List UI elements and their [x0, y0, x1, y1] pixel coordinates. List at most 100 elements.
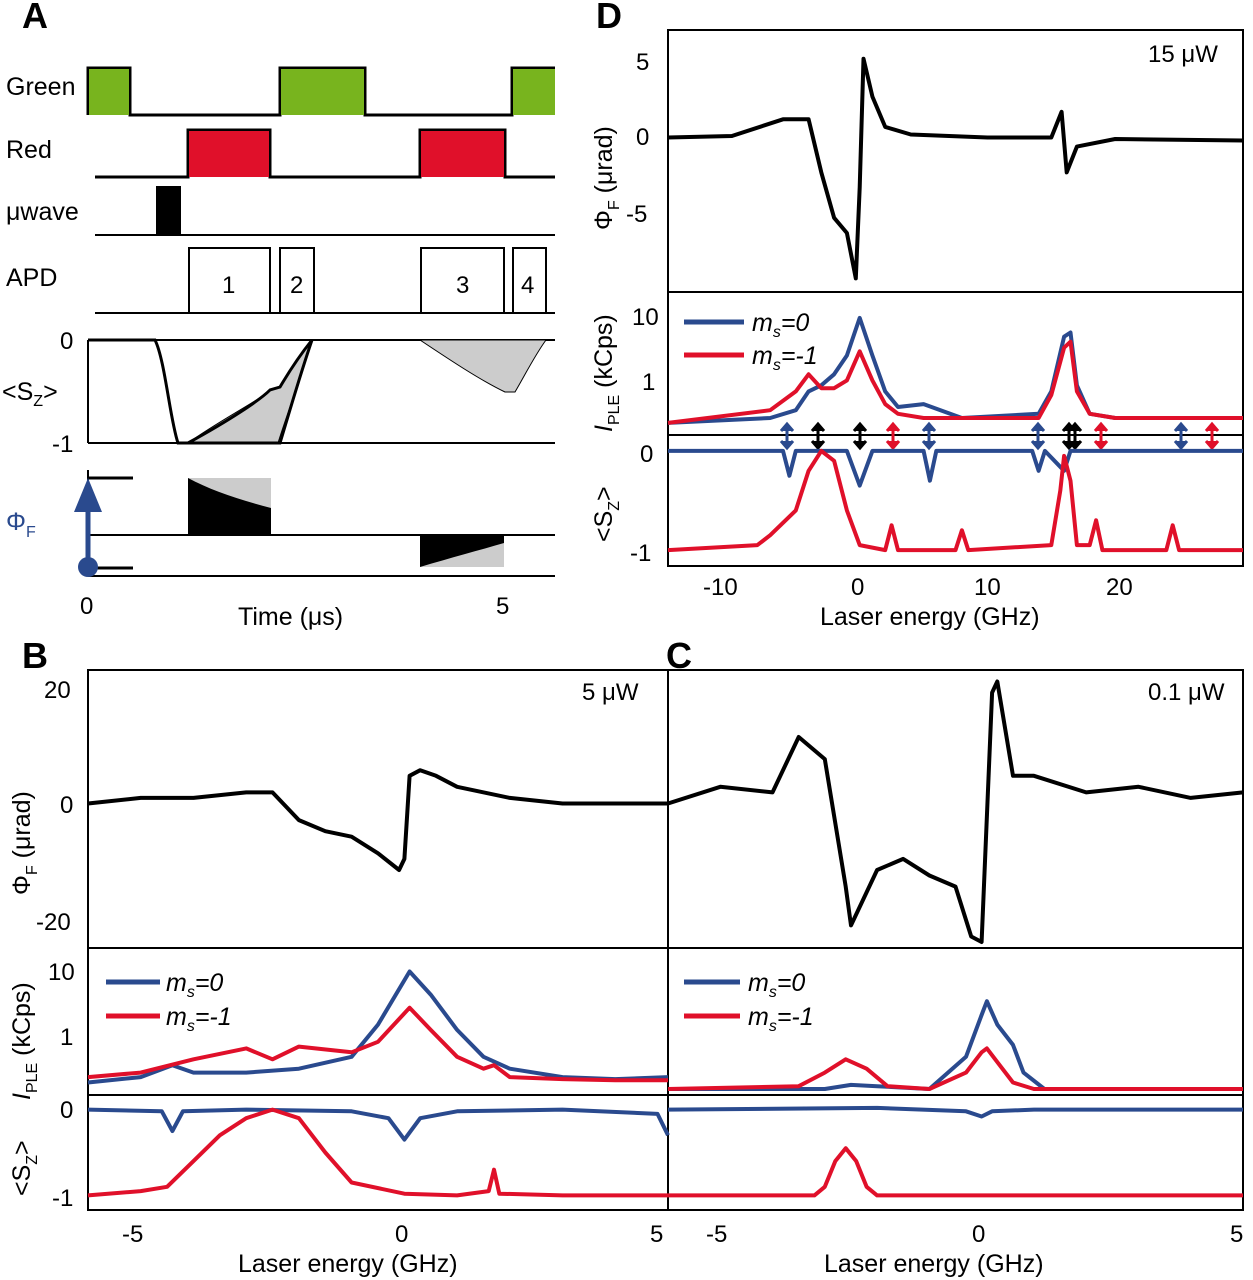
sz-trace-1	[88, 338, 314, 445]
panel-b-sub2-series-ms0	[87, 1107, 670, 1142]
row-label-apd: APD	[6, 264, 57, 292]
panel-c-sub1-series-ms1	[667, 1046, 1243, 1091]
panel-d-ple-tick-1: 1	[642, 369, 655, 396]
panel-b-phi-ylabel: ΦF (μrad)	[8, 791, 41, 895]
panel-d-phi-ylabel: ΦF (μrad)	[590, 126, 623, 230]
panel-b-phi-tick-neg20: -20	[36, 909, 71, 936]
apd-window-label-1: 1	[222, 272, 235, 299]
panel-d: D 15 μW 5 0 -5 10 1 0 -1 -10 0 10 20 Las…	[590, 0, 1244, 631]
panel-b-sub1-series-ms0	[87, 969, 669, 1085]
apd-window-4	[512, 247, 547, 314]
panel-b-phi-tick-0: 0	[60, 792, 73, 819]
double-arrow-icon-black-4	[1067, 421, 1083, 451]
time-tick-0: 0	[80, 593, 93, 620]
sz-decay-shade-2	[418, 339, 547, 393]
panel-a: A Green Red μwave APD 1 2 3 4 0 -1 <SZ>	[2, 0, 555, 631]
apd-window-1	[188, 247, 271, 314]
panel-d-sub2-series-ms1	[667, 448, 1243, 553]
panel-a-letter: A	[22, 0, 48, 36]
panel-b-letter: B	[22, 635, 48, 676]
panel-c-legend-ms0-label: ms=0	[748, 969, 805, 1001]
green-pulse-2	[281, 69, 364, 115]
panel-c-sub0-series-phi	[667, 679, 1244, 944]
panel-a-xlabel: Time (μs)	[238, 603, 343, 631]
apd-window-3	[420, 247, 505, 314]
panel-b-power: 5 μW	[582, 679, 639, 706]
phi-pulse-2-shade	[420, 543, 504, 567]
phi-label: ΦF	[6, 508, 36, 541]
panel-d-x-tick-10: 10	[974, 574, 1001, 601]
double-arrow-icon-blue-4	[1173, 421, 1189, 451]
double-arrow-icon-red-1	[885, 421, 901, 451]
panel-b-legend-ms0-label: ms=0	[166, 969, 223, 1001]
panel-d-sz-ylabel: <SZ>	[590, 486, 623, 542]
panel-d-sub1-series-ms1	[667, 339, 1243, 425]
panel-b-sub2-series-ms1	[87, 1107, 668, 1198]
panel-b-ple-tick-1: 1	[60, 1024, 73, 1051]
green-pulse-1	[89, 69, 129, 115]
phi-arrow-base-icon	[78, 557, 98, 577]
red-pulse-trace	[95, 128, 555, 179]
panel-d-x-tick-20: 20	[1106, 574, 1133, 601]
panel-d-x-tick-0: 0	[851, 574, 864, 601]
panel-d-phi-tick-neg5: -5	[626, 201, 647, 228]
panel-b: B 5 μW 20 0 -20 10 1 0 -1 -5 0 5 Laser e…	[8, 635, 669, 1278]
panel-d-x-tick-neg10: -10	[703, 574, 738, 601]
panel-b-ple-ylabel: IPLE (kCps)	[8, 982, 41, 1100]
red-pulse-1	[189, 131, 269, 177]
panel-d-power: 15 μW	[1148, 41, 1218, 68]
double-arrow-icon-blue-2	[921, 421, 937, 451]
panel-c-legend-ms1-label: ms=-1	[748, 1003, 814, 1035]
apd-window-label-4: 4	[521, 272, 534, 299]
panel-d-phi-tick-5: 5	[636, 49, 649, 76]
panel-d-frame	[667, 29, 1244, 567]
panel-b-sz-ylabel: <SZ>	[8, 1140, 41, 1196]
apd-window-label-2: 2	[290, 272, 303, 299]
row-label-red: Red	[6, 136, 52, 164]
panel-d-xlabel: Laser energy (GHz)	[820, 603, 1040, 631]
panel-d-legend-ms0-label: ms=0	[752, 309, 809, 341]
panel-c: C 0.1 μW -5 0 5 Laser energy (GHz) ms=0 …	[666, 635, 1244, 1278]
double-arrow-icon-blue-3	[1030, 421, 1046, 451]
panel-b-sub1-series-ms1	[87, 1005, 668, 1083]
panel-d-phi-tick-0: 0	[636, 124, 649, 151]
panel-b-sz-tick-neg1: -1	[52, 1185, 73, 1212]
apd-window-2	[279, 247, 315, 314]
panel-b-ple-tick-10: 10	[48, 959, 75, 986]
apd-window-label-3: 3	[456, 272, 469, 299]
panel-b-sz-tick-0: 0	[60, 1097, 73, 1124]
panel-d-sz-tick-neg1: -1	[630, 540, 651, 567]
green-pulse-trace	[86, 66, 555, 117]
panel-c-xlabel: Laser energy (GHz)	[824, 1250, 1044, 1278]
double-arrow-icon-blue-1	[779, 421, 795, 451]
uwave-pulse	[156, 186, 181, 235]
green-pulse-3	[513, 69, 555, 115]
sz-decay-shade-1	[186, 339, 313, 444]
panel-b-xlabel: Laser energy (GHz)	[238, 1250, 458, 1278]
panel-b-x-tick-neg5: -5	[122, 1221, 143, 1248]
panel-c-x-tick-5: 5	[1230, 1221, 1243, 1248]
panel-d-ple-ylabel: IPLE (kCps)	[590, 314, 623, 432]
row-label-uwave: μwave	[6, 198, 79, 226]
panel-a-sz-label: <SZ>	[2, 378, 58, 410]
panel-c-sub2-series-ms1	[668, 1146, 1243, 1198]
panel-c-sub2-series-ms0	[667, 1105, 1243, 1119]
panel-b-x-tick-5: 5	[650, 1221, 663, 1248]
row-label-green: Green	[6, 73, 75, 101]
panel-a-sz-tick-0: 0	[60, 328, 73, 355]
panel-a-sz-tick-neg1: -1	[52, 431, 73, 458]
red-pulse-2	[421, 131, 504, 177]
panel-b-sub0-series-phi	[87, 768, 668, 872]
panel-d-sub2-series-ms0	[668, 448, 1243, 488]
panel-c-x-tick-0: 0	[972, 1221, 985, 1248]
panel-d-letter: D	[596, 0, 622, 36]
panel-b-phi-tick-20: 20	[44, 677, 71, 704]
double-arrow-icon-red-3	[1204, 421, 1220, 451]
sz-trace-1b	[178, 339, 314, 445]
phi-pulse-1-shade	[188, 478, 271, 508]
phi-arrow-head-icon	[74, 478, 102, 512]
panel-b-legend-ms1-label: ms=-1	[166, 1003, 232, 1035]
panel-c-frame	[667, 669, 1244, 1211]
panel-d-ple-tick-10: 10	[632, 304, 659, 331]
